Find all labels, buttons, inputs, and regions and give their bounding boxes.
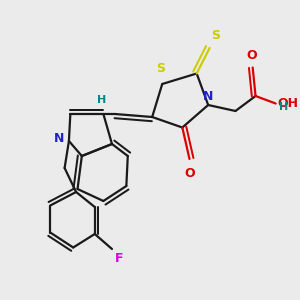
- Text: OH: OH: [277, 97, 298, 110]
- Text: S: S: [211, 29, 220, 42]
- Text: N: N: [54, 131, 64, 145]
- Text: H: H: [278, 101, 288, 112]
- Text: N: N: [203, 91, 213, 103]
- Text: H: H: [97, 95, 106, 105]
- Text: F: F: [115, 252, 123, 265]
- Text: O: O: [246, 49, 256, 62]
- Text: O: O: [184, 167, 195, 179]
- Text: S: S: [156, 62, 165, 75]
